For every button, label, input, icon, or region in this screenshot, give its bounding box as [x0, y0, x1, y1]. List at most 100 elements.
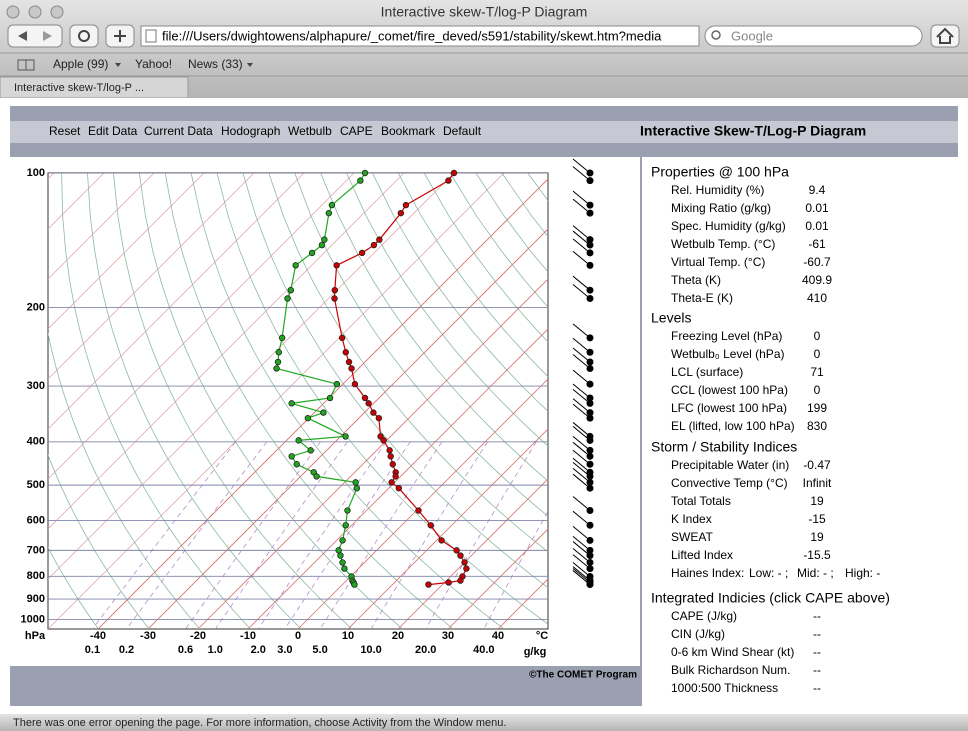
profile-point[interactable]	[326, 394, 334, 402]
profile-point[interactable]	[287, 286, 295, 294]
profile-point[interactable]	[333, 262, 340, 269]
profile-point[interactable]	[392, 473, 399, 480]
profile-point[interactable]	[376, 236, 383, 243]
profile-point[interactable]	[361, 169, 369, 177]
x-tick-label: 30	[442, 630, 454, 642]
bookmark[interactable]: Yahoo!	[135, 57, 172, 71]
menu-item[interactable]: Edit Data	[88, 124, 138, 138]
profile-point[interactable]	[345, 358, 353, 366]
back-forward-button[interactable]	[7, 24, 63, 48]
profile-point[interactable]	[331, 295, 338, 302]
profile-point[interactable]	[438, 537, 445, 544]
profile-point[interactable]	[427, 522, 434, 529]
row-label: 1000:500 Thickness	[671, 681, 778, 695]
profile-point[interactable]	[339, 537, 346, 544]
profile-point[interactable]	[292, 262, 299, 269]
row-label: Mixing Ratio (g/kg)	[671, 201, 771, 215]
bookmark[interactable]: News (33)	[188, 57, 243, 71]
wind-level-dot	[586, 394, 594, 402]
profile-point[interactable]	[284, 295, 291, 302]
profile-point[interactable]	[463, 565, 470, 572]
menu-item[interactable]: Bookmark	[381, 124, 436, 138]
profile-point[interactable]	[308, 249, 316, 257]
profile-point[interactable]	[388, 479, 395, 486]
profile-point[interactable]	[273, 365, 280, 372]
profile-point[interactable]	[370, 241, 378, 249]
search-field[interactable]	[704, 25, 923, 47]
menu-item[interactable]: Reset	[49, 124, 81, 138]
profile-point[interactable]	[457, 577, 464, 584]
profile-point[interactable]	[304, 414, 312, 422]
profile-point[interactable]	[333, 380, 341, 388]
profile-point[interactable]	[445, 579, 452, 586]
profile-point[interactable]	[397, 209, 405, 217]
reload-button[interactable]	[69, 24, 99, 48]
y-unit: hPa	[25, 630, 46, 642]
profile-point[interactable]	[342, 433, 349, 440]
profile-point[interactable]	[278, 334, 286, 342]
menu-item[interactable]: Default	[443, 124, 482, 138]
menu-item[interactable]: CAPE	[340, 124, 373, 138]
menu-item[interactable]: Wetbulb	[288, 124, 332, 138]
x-tick-label: 0	[295, 630, 301, 642]
profile-point[interactable]	[375, 414, 383, 422]
profile-point[interactable]	[328, 201, 336, 209]
bookmark[interactable]: Apple (99)	[53, 57, 108, 71]
profile-point[interactable]	[361, 394, 369, 402]
row-label: CCL (lowest 100 hPa)	[671, 383, 788, 397]
home-button[interactable]	[930, 24, 960, 48]
profile-point[interactable]	[351, 380, 359, 388]
profile-point[interactable]	[339, 559, 346, 566]
profile-point[interactable]	[293, 461, 300, 468]
profile-point[interactable]	[335, 547, 342, 554]
profile-point[interactable]	[453, 547, 460, 554]
profile-point[interactable]	[353, 484, 361, 492]
profile-point[interactable]	[342, 349, 349, 356]
profile-point[interactable]	[387, 453, 394, 460]
profile-point[interactable]	[402, 201, 410, 209]
profile-point[interactable]	[320, 409, 327, 416]
profile-point[interactable]	[288, 400, 295, 407]
zoom-button[interactable]	[50, 5, 64, 19]
profile-point[interactable]	[425, 581, 432, 588]
close-button[interactable]	[6, 5, 20, 19]
wind-barb-staff	[572, 535, 591, 551]
profile-point[interactable]	[357, 177, 364, 184]
profile-point[interactable]	[313, 473, 320, 480]
profile-point[interactable]	[395, 484, 403, 492]
profile-point[interactable]	[274, 358, 282, 366]
profile-point[interactable]	[275, 349, 282, 356]
profile-point[interactable]	[288, 453, 295, 460]
profile-point[interactable]	[358, 249, 366, 257]
profile-point[interactable]	[365, 400, 372, 407]
profile-point[interactable]	[321, 236, 328, 243]
profile-point[interactable]	[325, 209, 333, 217]
minimize-button[interactable]	[28, 5, 42, 19]
menu-item[interactable]: Current Data	[144, 124, 213, 138]
profile-point[interactable]	[341, 565, 348, 572]
profile-point[interactable]	[318, 241, 326, 249]
menu-item[interactable]: Hodograph	[221, 124, 280, 138]
url-field[interactable]	[140, 25, 700, 47]
profile-point[interactable]	[415, 507, 422, 514]
profile-point[interactable]	[461, 559, 468, 566]
wind-barb-staff	[572, 457, 591, 473]
profile-point[interactable]	[342, 522, 349, 529]
profile-point[interactable]	[389, 461, 396, 468]
profile-point[interactable]	[337, 552, 344, 559]
profile-point[interactable]	[351, 581, 358, 588]
profile-point[interactable]	[386, 447, 393, 454]
menu-bar	[10, 121, 958, 143]
profile-point[interactable]	[331, 286, 339, 294]
profile-point[interactable]	[295, 437, 302, 444]
profile-point[interactable]	[307, 447, 314, 454]
profile-point[interactable]	[348, 365, 355, 372]
profile-point[interactable]	[380, 437, 387, 444]
profile-point[interactable]	[338, 334, 346, 342]
profile-point[interactable]	[457, 552, 464, 559]
profile-point[interactable]	[450, 169, 458, 177]
profile-point[interactable]	[370, 409, 377, 416]
profile-point[interactable]	[344, 507, 351, 514]
profile-point[interactable]	[445, 177, 452, 184]
profile-point[interactable]	[352, 479, 359, 486]
